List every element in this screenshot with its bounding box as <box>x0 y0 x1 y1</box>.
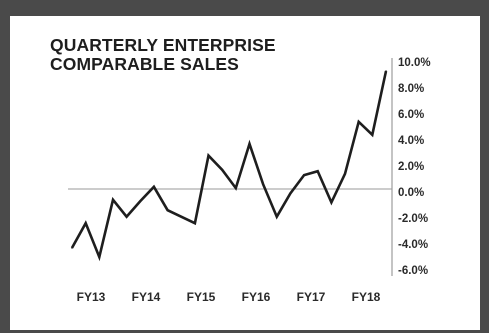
y-tick-label: -6.0% <box>398 265 428 277</box>
data-point <box>262 183 264 185</box>
x-tick-label: FY13 <box>77 290 106 304</box>
x-tick-label: FY16 <box>242 290 271 304</box>
y-tick-label: 10.0% <box>398 57 431 69</box>
data-point <box>303 174 305 176</box>
y-tick-label: 6.0% <box>398 109 424 121</box>
x-tick-label: FY14 <box>132 290 161 304</box>
data-point <box>358 121 360 123</box>
data-point <box>290 193 292 195</box>
data-point <box>126 216 128 218</box>
data-point <box>99 256 101 258</box>
data-point <box>112 199 114 201</box>
data-point <box>385 70 387 72</box>
data-point <box>344 173 346 175</box>
data-point <box>221 169 223 171</box>
data-point <box>85 222 87 224</box>
data-point <box>372 134 374 136</box>
data-point <box>317 170 319 172</box>
series <box>71 70 387 258</box>
data-point <box>194 222 196 224</box>
y-tick-label: 0.0% <box>398 187 424 199</box>
x-tick-label: FY17 <box>297 290 326 304</box>
data-point <box>276 216 278 218</box>
data-point <box>249 143 251 145</box>
y-tick-label: -4.0% <box>398 239 428 251</box>
data-point <box>180 216 182 218</box>
data-point <box>331 202 333 204</box>
data-point <box>235 187 237 189</box>
data-point <box>153 186 155 188</box>
series-line <box>72 71 386 257</box>
x-tick-label: FY18 <box>352 290 381 304</box>
data-point <box>167 209 169 211</box>
x-tick-label: FY15 <box>187 290 216 304</box>
y-tick-label: -2.0% <box>398 213 428 225</box>
x-ticks: FY13 FY14 FY15 FY16 FY17 FY18 <box>77 290 381 304</box>
y-tick-label: 4.0% <box>398 135 424 147</box>
data-point <box>208 155 210 157</box>
y-tick-label: 2.0% <box>398 161 424 173</box>
y-tick-label: 8.0% <box>398 83 424 95</box>
data-point <box>139 200 141 202</box>
data-point <box>71 247 73 249</box>
y-ticks: 10.0% 8.0% 6.0% 4.0% 2.0% 0.0% -2.0% -4.0% -6.0% <box>398 57 431 277</box>
